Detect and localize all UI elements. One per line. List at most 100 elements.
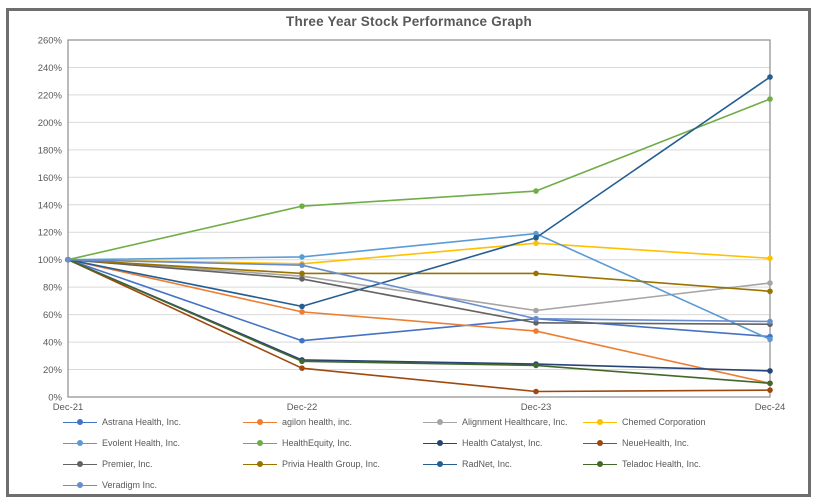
series-line-health-catalyst-inc[interactable] (67, 258, 771, 372)
series-line-teladoc-health-inc[interactable] (67, 258, 771, 385)
data-point-marker[interactable] (767, 255, 773, 262)
series-line-privia-health-group-inc[interactable] (67, 258, 771, 293)
y-tick-label: 160% (38, 173, 63, 184)
y-axis-tick-labels: 0% 20% 40% 60% 80% 100% 120% 140% 160% 180% 200% 22… (38, 36, 63, 404)
y-tick-label: 200% (38, 118, 63, 129)
y-tick-label: 240% (38, 63, 63, 74)
data-point-marker[interactable] (767, 318, 773, 325)
legend-item-evolent-health-inc[interactable]: Evolent Health, Inc. (63, 436, 180, 450)
legend-label: Health Catalyst, Inc. (462, 438, 543, 448)
legend-item-healthequity-inc[interactable]: HealthEquity, Inc. (243, 436, 352, 450)
legend-marker-icon (583, 417, 617, 427)
data-point-marker[interactable] (533, 307, 539, 314)
series-line-alignment-healthcare-inc[interactable] (67, 258, 771, 312)
data-point-marker[interactable] (65, 256, 71, 263)
data-point-marker[interactable] (299, 309, 305, 315)
legend-item-astrana-health-inc[interactable]: Astrana Health, Inc. (63, 415, 181, 429)
data-point-marker[interactable] (767, 288, 773, 295)
data-point-marker[interactable] (299, 270, 305, 277)
legend-label: Veradigm Inc. (102, 480, 158, 490)
y-tick-label: 140% (38, 200, 63, 211)
data-point-marker[interactable] (533, 328, 539, 334)
legend-label: Chemed Corporation (622, 417, 706, 427)
legend-label: Alignment Healthcare, Inc. (462, 417, 568, 427)
legend-label: HealthEquity, Inc. (282, 438, 352, 448)
series-line-veradigm-inc[interactable] (67, 258, 771, 323)
data-point-marker[interactable] (533, 188, 539, 194)
data-point-marker[interactable] (767, 336, 773, 343)
legend-marker-icon (243, 417, 277, 427)
y-tick-label: 120% (38, 228, 63, 239)
data-point-marker[interactable] (533, 388, 539, 395)
data-point-marker[interactable] (767, 96, 773, 102)
series-neuehealth-inc[interactable] (65, 256, 773, 395)
data-point-marker[interactable] (299, 337, 305, 344)
legend-item-neuehealth-inc[interactable]: NeueHealth, Inc. (583, 436, 689, 450)
y-tick-label: 40% (43, 338, 63, 349)
legend-item-premier-inc[interactable]: Premier, Inc. (63, 457, 153, 471)
data-point-marker[interactable] (533, 230, 539, 237)
legend-label: NeueHealth, Inc. (622, 438, 690, 448)
legend-marker-icon (63, 480, 97, 490)
legend-item-agilon-health-inc[interactable]: agilon health, inc. (243, 415, 352, 429)
legend-marker-icon (423, 438, 457, 448)
legend-marker-icon (423, 459, 457, 469)
data-point-marker[interactable] (533, 234, 539, 241)
legend-item-radnet-inc[interactable]: RadNet, Inc. (423, 457, 512, 471)
legend-item-chemed-corporation[interactable]: Chemed Corporation (583, 415, 706, 429)
data-point-marker[interactable] (299, 276, 305, 282)
legend-item-privia-health-group-inc[interactable]: Privia Health Group, Inc. (243, 457, 380, 471)
data-point-marker[interactable] (767, 74, 773, 80)
legend-item-alignment-healthcare-inc[interactable]: Alignment Healthcare, Inc. (423, 415, 568, 429)
data-point-marker[interactable] (767, 368, 773, 374)
legend-item-veradigm-inc[interactable]: Veradigm Inc. (63, 478, 157, 492)
data-point-marker[interactable] (533, 240, 539, 247)
series-line-evolent-health-inc[interactable] (67, 232, 771, 341)
legend-label: agilon health, inc. (282, 417, 353, 427)
data-point-marker[interactable] (299, 254, 305, 260)
legend-label: Teladoc Health, Inc. (622, 459, 702, 469)
data-point-marker[interactable] (299, 365, 305, 371)
y-tick-label: 260% (38, 36, 63, 47)
data-point-marker[interactable] (767, 387, 773, 393)
series-health-catalyst-inc[interactable] (65, 256, 773, 374)
y-tick-label: 220% (38, 90, 63, 101)
data-point-marker[interactable] (533, 315, 539, 322)
data-point-marker[interactable] (767, 280, 773, 286)
series-line-astrana-health-inc[interactable] (67, 258, 771, 342)
plot-border (67, 39, 771, 398)
data-point-marker[interactable] (299, 262, 305, 268)
series-lines-group (65, 74, 773, 395)
data-point-marker[interactable] (533, 362, 539, 369)
series-line-radnet-inc[interactable] (67, 76, 771, 308)
series-line-chemed-corporation[interactable] (67, 242, 771, 265)
data-point-marker[interactable] (533, 270, 539, 277)
legend-marker-icon (583, 459, 617, 469)
x-tick-label: Dec-24 (755, 402, 786, 413)
series-line-agilon-health-inc[interactable] (67, 258, 771, 385)
legend-marker-icon (583, 438, 617, 448)
legend-marker-icon (243, 459, 277, 469)
y-tick-label: 0% (48, 393, 62, 404)
y-tick-label: 180% (38, 145, 63, 156)
series-line-healthequity-inc[interactable] (67, 98, 771, 261)
series-agilon-health-inc[interactable] (65, 256, 773, 387)
series-line-premier-inc[interactable] (67, 258, 771, 326)
series-line-neuehealth-inc[interactable] (67, 258, 771, 393)
data-point-marker[interactable] (299, 203, 305, 209)
data-point-marker[interactable] (299, 303, 305, 310)
y-tick-label: 20% (43, 365, 63, 376)
series-veradigm-inc[interactable] (65, 256, 773, 325)
data-point-marker[interactable] (533, 320, 539, 326)
series-evolent-health-inc[interactable] (65, 230, 773, 343)
y-tick-label: 60% (43, 310, 63, 321)
legend-item-health-catalyst-inc[interactable]: Health Catalyst, Inc. (423, 436, 543, 450)
legend-label: Privia Health Group, Inc. (282, 459, 381, 469)
series-healthequity-inc[interactable] (65, 96, 773, 263)
legend-label: Premier, Inc. (102, 459, 153, 469)
data-point-marker[interactable] (299, 358, 305, 365)
data-point-marker[interactable] (767, 380, 773, 387)
legend-item-teladoc-health-inc[interactable]: Teladoc Health, Inc. (583, 457, 701, 471)
